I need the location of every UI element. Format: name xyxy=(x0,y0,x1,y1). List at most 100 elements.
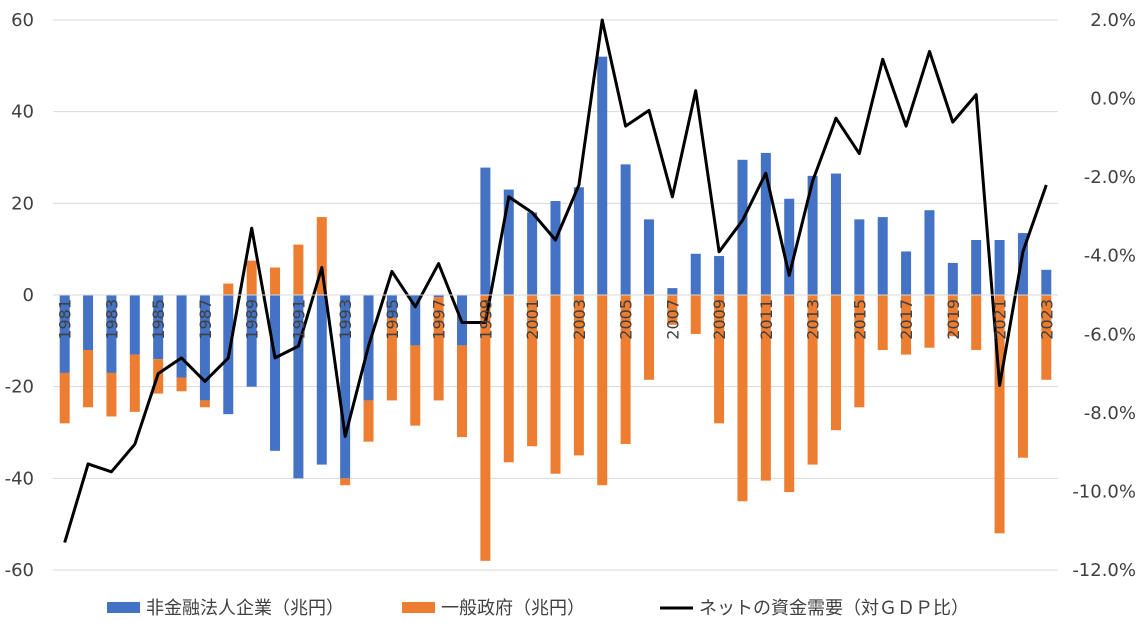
bar-general-government xyxy=(433,297,444,401)
bar-general-government xyxy=(573,295,584,456)
x-axis-tick-label: 1999 xyxy=(476,299,495,340)
bar-nonfinancial-corporations xyxy=(620,164,631,295)
bar-nonfinancial-corporations xyxy=(59,295,70,373)
bar-general-government xyxy=(1017,295,1028,458)
bar-general-government xyxy=(667,295,678,325)
bar-general-government xyxy=(363,400,374,442)
bar-general-government xyxy=(83,350,94,408)
right-axis: 2.0% 0.0% -2.0% -4.0% -6.0% -8.0% -10.0% -12.0% xyxy=(1072,10,1136,581)
bar-nonfinancial-corporations xyxy=(947,262,958,295)
x-axis-tick-label: 2007 xyxy=(663,299,682,340)
bar-general-government xyxy=(176,377,187,392)
left-axis-tick-label: 40 xyxy=(11,102,34,123)
bar-general-government xyxy=(59,372,70,424)
bar-nonfinancial-corporations xyxy=(293,295,304,479)
bar-nonfinancial-corporations xyxy=(971,240,982,295)
x-axis-tick-label: 1995 xyxy=(383,299,402,340)
bar-nonfinancial-corporations xyxy=(737,159,748,295)
legend-swatch xyxy=(402,602,435,613)
bar-nonfinancial-corporations xyxy=(386,295,397,318)
bar-general-government xyxy=(410,345,421,426)
bar-nonfinancial-corporations xyxy=(106,295,117,373)
bar-general-government xyxy=(643,295,654,380)
x-axis-tick-label: 1993 xyxy=(336,299,355,340)
bar-nonfinancial-corporations xyxy=(550,201,561,295)
bar-nonfinancial-corporations xyxy=(597,56,608,295)
legend-item-net-funding-demand: ネットの資金需要（対ＧＤＰ比） xyxy=(660,598,969,619)
bar-nonfinancial-corporations xyxy=(527,212,538,295)
bar-general-government xyxy=(597,295,608,486)
right-axis-tick-label: -8.0% xyxy=(1084,403,1136,424)
bar-general-government xyxy=(877,295,888,350)
left-axis-tick-label: 0 xyxy=(23,285,34,306)
bar-general-government xyxy=(527,295,538,447)
legend-item-nonfinancial-corporations: 非金融法人企業（兆円） xyxy=(107,598,344,619)
left-axis-tick-label: -40 xyxy=(5,468,34,489)
x-axis-tick-label: 2011 xyxy=(757,299,776,340)
legend-swatch xyxy=(107,602,140,613)
bar-general-government xyxy=(971,295,982,350)
x-axis-tick-label: 2003 xyxy=(570,299,589,340)
bar-general-government xyxy=(386,317,397,401)
line-series xyxy=(63,18,1048,543)
bar-nonfinancial-corporations xyxy=(410,295,421,346)
right-axis-tick-label: -6.0% xyxy=(1084,324,1136,345)
bar-general-government xyxy=(830,295,841,431)
bar-nonfinancial-corporations xyxy=(1041,269,1052,295)
bar-general-government xyxy=(316,217,327,295)
bar-general-government xyxy=(270,267,281,295)
x-axis-tick-label: 2005 xyxy=(617,299,636,340)
bar-general-government xyxy=(293,244,304,295)
bar-general-government xyxy=(106,372,117,417)
line-net-funding-demand xyxy=(63,18,1048,543)
bar-general-government xyxy=(246,260,257,295)
x-axis-tick-label: 2015 xyxy=(850,299,869,340)
bar-general-government xyxy=(807,295,818,465)
x-axis-tick-label: 2009 xyxy=(710,299,729,340)
x-axis-tick-label: 1983 xyxy=(102,299,121,340)
bar-nonfinancial-corporations xyxy=(667,288,678,295)
bar-nonfinancial-corporations xyxy=(503,189,514,295)
bar-general-government xyxy=(1041,295,1052,380)
bar-nonfinancial-corporations xyxy=(270,295,281,451)
bar-nonfinancial-corporations xyxy=(340,295,351,479)
legend-label: ネットの資金需要（対ＧＤＰ比） xyxy=(699,598,969,619)
bar-nonfinancial-corporations xyxy=(784,198,795,295)
bar-nonfinancial-corporations xyxy=(714,256,725,295)
bar-nonfinancial-corporations xyxy=(760,152,771,295)
bar-general-government xyxy=(223,283,234,295)
x-axis-tick-label: 2001 xyxy=(523,299,542,340)
x-axis-tick-label: 1987 xyxy=(196,299,215,340)
x-axis-tick-label: 2023 xyxy=(1037,299,1056,340)
x-axis-tick-label: 1985 xyxy=(149,299,168,340)
legend: 非金融法人企業（兆円） 一般政府（兆円） ネットの資金需要（対ＧＤＰ比） xyxy=(107,598,969,619)
bar-nonfinancial-corporations xyxy=(830,173,841,295)
bar-nonfinancial-corporations xyxy=(83,295,94,350)
x-axis-tick-label: 1989 xyxy=(243,299,262,340)
x-axis-tick-label: 2019 xyxy=(944,299,963,340)
bar-general-government xyxy=(620,295,631,444)
bar-nonfinancial-corporations xyxy=(854,219,865,295)
bar-general-government xyxy=(784,295,795,493)
left-axis: 60 40 20 0 -20 -40 -60 xyxy=(5,10,34,581)
bar-general-government xyxy=(550,295,561,474)
bar-general-government xyxy=(714,295,725,424)
bar-nonfinancial-corporations xyxy=(643,219,654,295)
bar-general-government xyxy=(994,295,1005,534)
bar-general-government xyxy=(924,295,935,348)
left-axis-tick-label: 60 xyxy=(11,10,34,31)
left-axis-tick-label: -20 xyxy=(5,377,34,398)
x-axis: 1981 1983 1985 1987 1989 1991 1993 1995 1997 1999… xyxy=(53,294,1058,340)
bar-nonfinancial-corporations xyxy=(176,295,187,378)
bar-general-government xyxy=(690,295,701,334)
left-axis-tick-label: 20 xyxy=(11,193,34,214)
legend-item-general-government: 一般政府（兆円） xyxy=(402,598,585,619)
right-axis-tick-label: -10.0% xyxy=(1072,481,1136,502)
bar-nonfinancial-corporations xyxy=(924,210,935,295)
bar-nonfinancial-corporations xyxy=(129,295,140,355)
x-axis-tick-label: 2021 xyxy=(991,299,1010,340)
bar-nonfinancial-corporations xyxy=(807,175,818,295)
x-axis-tick-label: 2013 xyxy=(804,299,823,340)
x-axis-tick-label: 1997 xyxy=(430,299,449,340)
